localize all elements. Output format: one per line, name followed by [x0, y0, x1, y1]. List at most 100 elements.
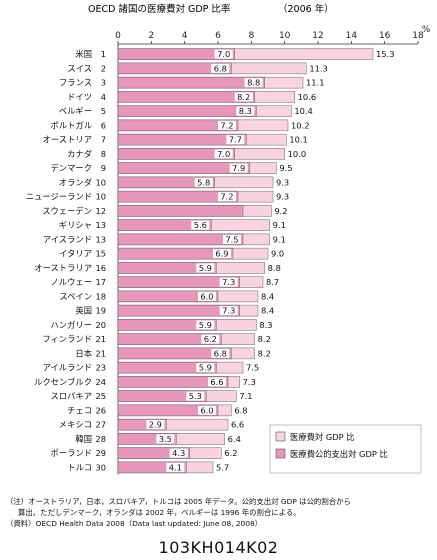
public-label-box — [223, 234, 241, 244]
category-rank: 10 — [95, 177, 106, 187]
public-label-box — [218, 192, 236, 202]
category-labels: 米国 1 スイス 2 フランス 3 ドイツ 4 ベルギー 5 ポルトガル 6 オーストリア 7 カナダ 8 デン… — [26, 49, 106, 472]
public-value-label: 6.6 — [210, 377, 223, 387]
public-label-box — [219, 306, 238, 316]
public-value-label: 7.3 — [222, 277, 235, 287]
x-tick-label: 12 — [312, 31, 323, 41]
public-label-box — [191, 220, 210, 230]
chart: OECD 諸国の医療費対 GDP 比率 （2006 年） % 0 2 4 6 8 10 12… — [26, 3, 431, 475]
x-tick-label: 10 — [279, 31, 291, 41]
category-name: オーストラリア — [34, 263, 92, 273]
category-rank: 23 — [95, 363, 106, 373]
public-value-label: 6.0 — [200, 291, 213, 301]
category-name: 英国 — [75, 306, 92, 316]
note-line-1: （注）オーストラリア，日本，スロバキア，トルコは 2005 年データ。公的支出対… — [6, 497, 351, 506]
bar-public — [117, 148, 235, 160]
bar-public — [117, 376, 229, 388]
total-value-label: 10.0 — [288, 149, 306, 159]
category-name: ルクセンブルク — [34, 377, 92, 387]
public-value-label: 6.8 — [214, 348, 227, 358]
bar-public — [117, 219, 212, 231]
total-value-label: 9.1 — [273, 234, 286, 244]
category-rank: 20 — [95, 320, 106, 330]
category-name: スイス — [67, 63, 92, 73]
category-rank: 21 — [95, 348, 106, 358]
category-rank: 29 — [95, 448, 106, 458]
total-value-label: 6.8 — [234, 405, 247, 415]
category-name: チェコ — [67, 405, 92, 415]
bar-public — [117, 205, 244, 217]
public-label-box — [211, 63, 230, 73]
public-label-box — [201, 334, 220, 344]
bar-public — [117, 276, 240, 288]
category-name: ポーランド — [51, 448, 93, 458]
public-label-box — [156, 434, 175, 444]
figure-code: 103KH014K02 — [158, 538, 279, 557]
total-value-label: 8.4 — [261, 291, 274, 301]
bar-public — [117, 304, 240, 317]
total-value-label: 6.6 — [231, 420, 244, 430]
total-value-label: 8.2 — [258, 348, 271, 358]
total-value-label: 8.3 — [259, 320, 272, 330]
category-name: スペイン — [59, 291, 92, 301]
public-label-box — [234, 92, 253, 102]
public-label-box — [218, 120, 236, 130]
category-rank: 8 — [101, 149, 106, 159]
chart-subtitle: （2006 年） — [278, 3, 334, 15]
category-name: フランス — [59, 78, 92, 88]
public-label-box — [213, 249, 231, 259]
public-label-box — [214, 149, 233, 159]
bar-public — [117, 133, 247, 146]
public-label-box — [219, 277, 238, 287]
category-rank: 17 — [95, 277, 106, 287]
unit-label: % — [422, 25, 431, 35]
category-rank: 1 — [101, 49, 106, 59]
bar-public — [117, 418, 167, 431]
bar-public — [117, 48, 235, 60]
x-tick-label: 14 — [346, 31, 358, 41]
category-name: ニュージーランド — [26, 192, 92, 202]
chart-title: OECD 諸国の医療費対 GDP 比率 — [88, 3, 231, 15]
category-rank: 12 — [95, 206, 106, 216]
bar-public — [117, 361, 217, 374]
public-label-box — [169, 448, 188, 458]
category-name: スロバキア — [51, 391, 93, 401]
total-value-label: 10.4 — [294, 106, 312, 116]
legend-label-public: 医療費公的支出対 GDP 比 — [290, 449, 388, 459]
public-value-label: 4.1 — [169, 462, 182, 472]
category-rank: 13 — [95, 220, 106, 230]
legend-label-total: 医療費対 GDP 比 — [290, 432, 355, 442]
public-value-label: 5.8 — [197, 177, 210, 187]
public-label-box — [198, 405, 216, 415]
category-name: 米国 — [75, 49, 92, 59]
public-value-label: 7.5 — [225, 234, 238, 244]
bar-public — [117, 319, 217, 331]
public-value-label: 7.2 — [220, 192, 233, 202]
public-label-box — [146, 420, 165, 430]
public-label-box — [196, 263, 215, 273]
bar-public — [117, 461, 187, 474]
total-value-label: 10.1 — [289, 135, 307, 145]
category-rank: 5 — [101, 106, 106, 116]
bar-public — [117, 119, 239, 132]
category-name: カナダ — [67, 149, 92, 159]
category-name: フィンランド — [42, 334, 92, 344]
total-value-label: 9.0 — [271, 249, 284, 259]
public-label-box — [194, 177, 213, 187]
public-value-label: 5.3 — [189, 391, 202, 401]
public-value-label: 7.7 — [229, 135, 242, 145]
legend-swatch-public — [275, 448, 286, 459]
total-value-label: 6.4 — [228, 434, 241, 444]
category-name: イタリア — [59, 249, 92, 259]
category-rank: 25 — [95, 391, 106, 401]
public-label-box — [166, 462, 185, 472]
public-value-label: 2.9 — [149, 420, 162, 430]
total-value-label: 8.4 — [261, 306, 274, 316]
category-rank: 6 — [101, 120, 106, 130]
public-label-box — [244, 78, 263, 88]
public-value-label: 5.6 — [194, 220, 207, 230]
source-line: （資料）OECD Health Data 2008（Data last upda… — [6, 519, 263, 528]
bar-public — [117, 247, 234, 260]
category-name: スウェーデン — [42, 206, 92, 216]
public-label-box — [186, 391, 205, 401]
